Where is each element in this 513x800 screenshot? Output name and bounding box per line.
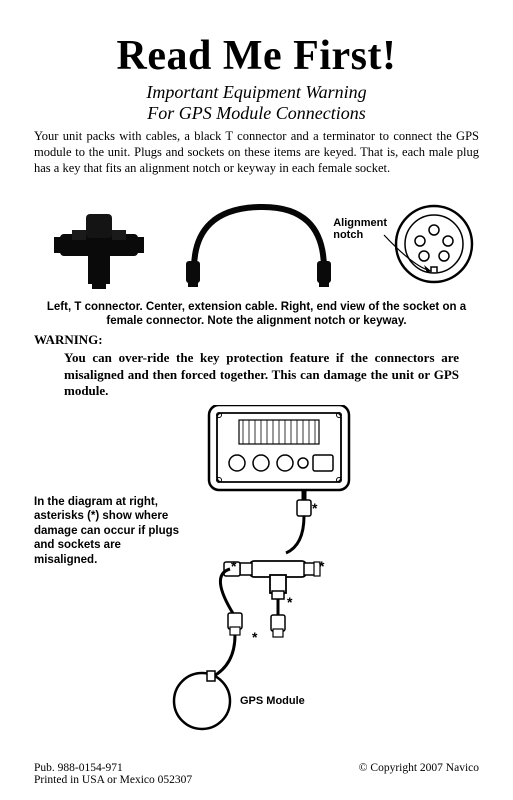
footer-copyright: © Copyright 2007 Navico xyxy=(359,762,479,786)
socket-icon xyxy=(396,206,472,282)
page-title: Read Me First! xyxy=(34,32,479,80)
gps-module-label: GPS Module xyxy=(240,695,305,707)
t-connector-icon xyxy=(54,214,144,289)
footer-pub: Pub. 988-0154-971 xyxy=(34,762,123,774)
svg-text:*: * xyxy=(231,558,237,574)
straight-plug-icon xyxy=(271,599,285,637)
document-page: Read Me First! Important Equipment Warni… xyxy=(0,0,513,800)
warning-paragraph: You can over-ride the key protection fea… xyxy=(64,350,459,399)
intro-paragraph: Your unit packs with cables, a black T c… xyxy=(34,129,479,176)
asterisk-note: In the diagram at right, asterisks (*) s… xyxy=(34,495,184,567)
alignment-label-line2: notch xyxy=(333,229,363,241)
figure-2-svg: * * * * * xyxy=(34,405,479,735)
figure-row-1: Alignment notch xyxy=(34,189,479,299)
alignment-notch-label: Alignment notch xyxy=(333,217,387,241)
cable-to-gps-icon xyxy=(212,569,242,677)
svg-text:*: * xyxy=(312,500,318,516)
svg-text:*: * xyxy=(287,594,293,610)
footer: Pub. 988-0154-971 Printed in USA or Mexi… xyxy=(34,762,479,786)
svg-text:*: * xyxy=(252,629,258,645)
unit-icon xyxy=(209,405,349,490)
figure-2: * * * * * xyxy=(34,405,479,735)
footer-left: Pub. 988-0154-971 Printed in USA or Mexi… xyxy=(34,762,192,786)
warning-heading: WARNING: xyxy=(34,332,479,348)
subtitle-line-1: Important Equipment Warning xyxy=(34,82,479,103)
alignment-label-line1: Alignment xyxy=(333,217,387,229)
figure-1-caption: Left, T connector. Center, extension cab… xyxy=(42,301,471,329)
footer-print: Printed in USA or Mexico 052307 xyxy=(34,774,192,786)
t-connector-2-icon xyxy=(224,561,320,599)
figure-1-svg xyxy=(34,189,479,299)
cable-1-icon xyxy=(286,490,311,553)
gps-module-icon xyxy=(174,671,230,729)
cable-icon xyxy=(186,207,331,287)
subtitle-line-2: For GPS Module Connections xyxy=(34,103,479,124)
svg-text:*: * xyxy=(319,558,325,574)
